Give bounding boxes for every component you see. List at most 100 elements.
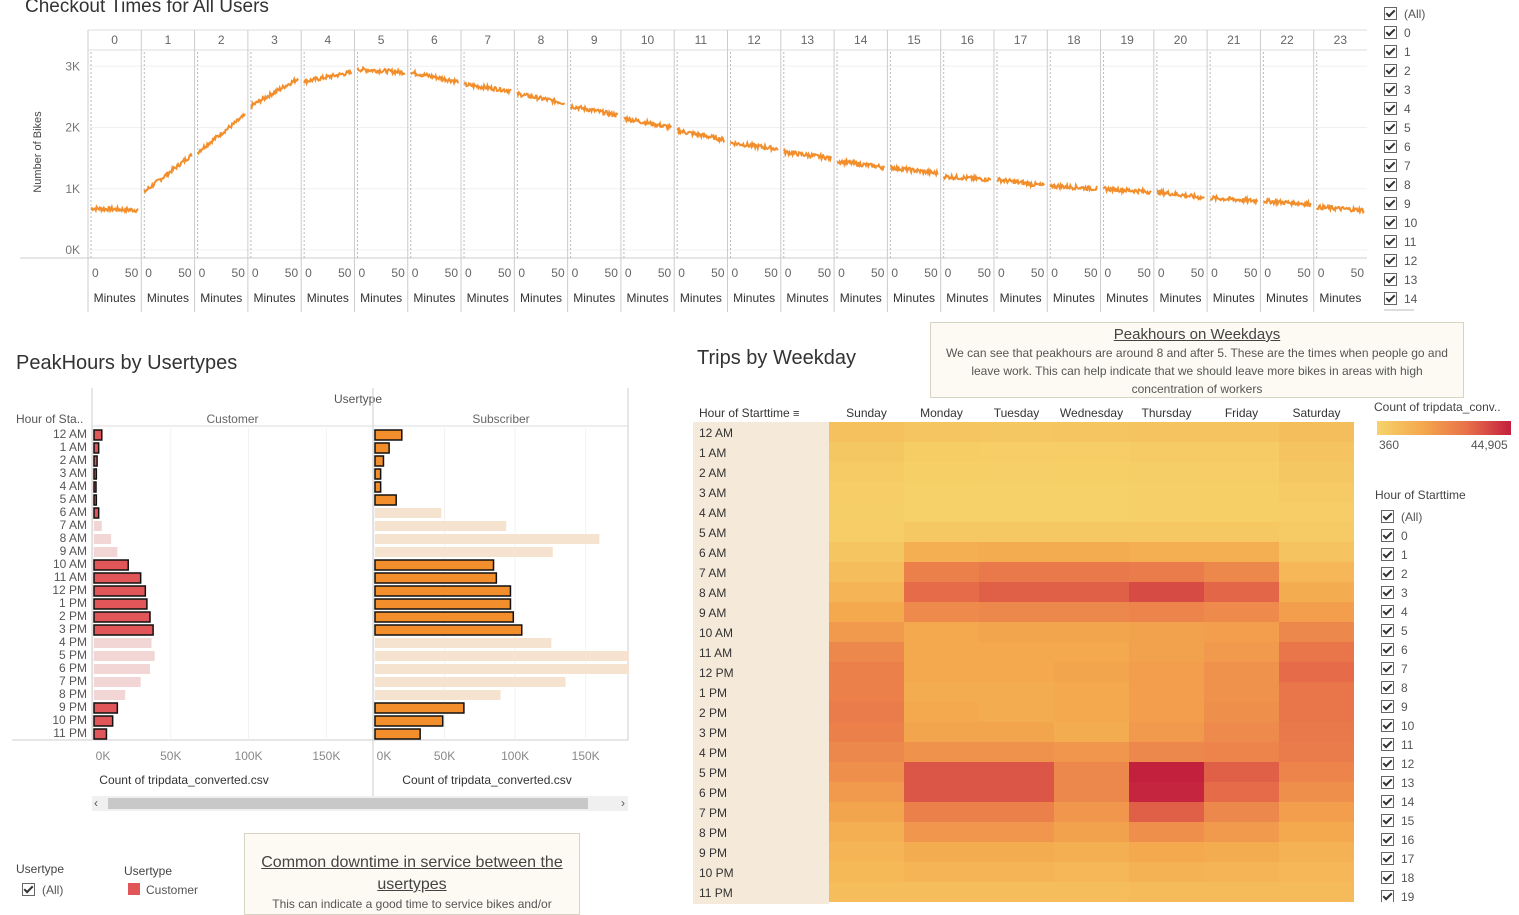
- checkbox-icon[interactable]: [1381, 567, 1394, 580]
- checkbox-icon[interactable]: [1381, 795, 1394, 808]
- heatmap-cell: [1204, 882, 1279, 902]
- checkbox-icon[interactable]: [1384, 121, 1397, 134]
- checkbox-icon[interactable]: [1384, 216, 1397, 229]
- hour-filter-item[interactable]: 10: [1384, 213, 1504, 232]
- hour-filter-item[interactable]: 0: [1384, 23, 1504, 42]
- checkbox-icon[interactable]: [1381, 548, 1394, 561]
- hour-filter-item[interactable]: 3: [1384, 80, 1504, 99]
- checkbox-icon[interactable]: [1384, 83, 1397, 96]
- scroll-left-icon[interactable]: ‹: [94, 796, 98, 810]
- starttime-filter-item[interactable]: 13: [1381, 773, 1501, 792]
- checkbox-icon[interactable]: [1381, 738, 1394, 751]
- checkbox-icon[interactable]: [1384, 26, 1397, 39]
- checkbox-icon[interactable]: [1381, 529, 1394, 542]
- checkbox-icon[interactable]: [1384, 178, 1397, 191]
- peak-hour-label: 11 AM: [54, 570, 87, 584]
- checkbox-icon[interactable]: [1384, 235, 1397, 248]
- checkbox-icon[interactable]: [1384, 64, 1397, 77]
- hour-filter-item[interactable]: 6: [1384, 137, 1504, 156]
- checkbox-icon[interactable]: [1381, 586, 1394, 599]
- starttime-filter-item[interactable]: 8: [1381, 678, 1501, 697]
- checkout-line-segment: [1209, 193, 1259, 206]
- hour-filter-item[interactable]: 9: [1384, 194, 1504, 213]
- checkbox-icon[interactable]: [1381, 700, 1394, 713]
- hour-filter-item[interactable]: 7: [1384, 156, 1504, 175]
- heatmap-row-header-band: [693, 422, 829, 904]
- checkbox-icon[interactable]: [1381, 624, 1394, 637]
- checkbox-icon[interactable]: [1381, 776, 1394, 789]
- checkbox-icon[interactable]: [1384, 159, 1397, 172]
- starttime-filter-item[interactable]: 1: [1381, 545, 1501, 564]
- usertype-filter-all[interactable]: (All): [22, 880, 63, 899]
- horizontal-scrollbar[interactable]: ‹ ›: [92, 796, 628, 811]
- usertype-filter-title: Usertype: [16, 862, 65, 876]
- checkout-x-label: Minutes: [413, 291, 455, 305]
- checkbox-icon[interactable]: [22, 883, 35, 896]
- starttime-filter-item[interactable]: 3: [1381, 583, 1501, 602]
- checkbox-icon[interactable]: [1381, 890, 1394, 902]
- hour-filter-item[interactable]: 13: [1384, 270, 1504, 289]
- starttime-filter-item[interactable]: 7: [1381, 659, 1501, 678]
- hour-filter-item[interactable]: 12: [1384, 251, 1504, 270]
- scroll-thumb[interactable]: [108, 798, 588, 809]
- starttime-filter-item[interactable]: 10: [1381, 716, 1501, 735]
- checkbox-icon[interactable]: [1381, 833, 1394, 846]
- starttime-filter-item[interactable]: 5: [1381, 621, 1501, 640]
- checkbox-icon[interactable]: [1384, 292, 1397, 305]
- starttime-filter-item[interactable]: 4: [1381, 602, 1501, 621]
- hour-filter-item[interactable]: (All): [1384, 4, 1504, 23]
- starttime-filter-item[interactable]: 19: [1381, 887, 1501, 902]
- checkbox-icon[interactable]: [1381, 605, 1394, 618]
- checkbox-icon[interactable]: [1384, 197, 1397, 210]
- heatmap-cell: [1129, 802, 1204, 822]
- starttime-filter-item[interactable]: 12: [1381, 754, 1501, 773]
- checkbox-icon[interactable]: [1381, 510, 1394, 523]
- checkout-line-segment: [782, 147, 833, 164]
- starttime-filter-item[interactable]: 14: [1381, 792, 1501, 811]
- checkbox-icon[interactable]: [1381, 852, 1394, 865]
- hour-of-starttime-filter-list: (All) 0 1 2 3 4 5 6 7 8 9 10 11 12 13 14 15 16 17 18 19: [1381, 507, 1501, 902]
- checkbox-icon[interactable]: [1384, 273, 1397, 286]
- starttime-filter-label: 4: [1401, 604, 1408, 619]
- checkbox-icon[interactable]: [1381, 662, 1394, 675]
- hour-filter-item[interactable]: 2: [1384, 61, 1504, 80]
- hour-filter-item[interactable]: 5: [1384, 118, 1504, 137]
- checkbox-icon[interactable]: [1381, 814, 1394, 827]
- heatmap-cell: [979, 742, 1054, 762]
- checkbox-icon[interactable]: [1384, 102, 1397, 115]
- hour-filter-scrollbar[interactable]: [1384, 309, 1414, 311]
- checkbox-icon[interactable]: [1381, 643, 1394, 656]
- starttime-filter-item[interactable]: 6: [1381, 640, 1501, 659]
- heatmap-cell: [904, 722, 979, 742]
- checkbox-icon[interactable]: [1384, 7, 1397, 20]
- hour-filter-item[interactable]: 4: [1384, 99, 1504, 118]
- starttime-filter-item[interactable]: 11: [1381, 735, 1501, 754]
- hour-filter-item[interactable]: 11: [1384, 232, 1504, 251]
- peak-hour-label: 3 AM: [60, 466, 87, 480]
- starttime-filter-item[interactable]: 18: [1381, 868, 1501, 887]
- starttime-filter-item[interactable]: 2: [1381, 564, 1501, 583]
- heatmap-cell: [1204, 702, 1279, 722]
- checkbox-icon[interactable]: [1381, 719, 1394, 732]
- hour-filter-item[interactable]: 1: [1384, 42, 1504, 61]
- hour-filter-item[interactable]: 14: [1384, 289, 1504, 308]
- checkbox-icon[interactable]: [1384, 45, 1397, 58]
- starttime-filter-item[interactable]: (All): [1381, 507, 1501, 526]
- scroll-right-icon[interactable]: ›: [621, 796, 625, 810]
- starttime-filter-item[interactable]: 16: [1381, 830, 1501, 849]
- sort-icon[interactable]: ≡: [793, 408, 800, 420]
- checkbox-icon[interactable]: [1384, 140, 1397, 153]
- starttime-filter-item[interactable]: 0: [1381, 526, 1501, 545]
- checkbox-icon[interactable]: [1381, 681, 1394, 694]
- checkout-minute-tick: 50: [551, 266, 565, 280]
- checkbox-icon[interactable]: [1381, 757, 1394, 770]
- heatmap-cell: [904, 782, 979, 802]
- checkout-hour-label: 20: [1174, 33, 1188, 47]
- starttime-filter-item[interactable]: 15: [1381, 811, 1501, 830]
- checkout-minute-tick: 50: [1297, 266, 1311, 280]
- starttime-filter-item[interactable]: 9: [1381, 697, 1501, 716]
- checkbox-icon[interactable]: [1384, 254, 1397, 267]
- checkbox-icon[interactable]: [1381, 871, 1394, 884]
- hour-filter-item[interactable]: 8: [1384, 175, 1504, 194]
- starttime-filter-item[interactable]: 17: [1381, 849, 1501, 868]
